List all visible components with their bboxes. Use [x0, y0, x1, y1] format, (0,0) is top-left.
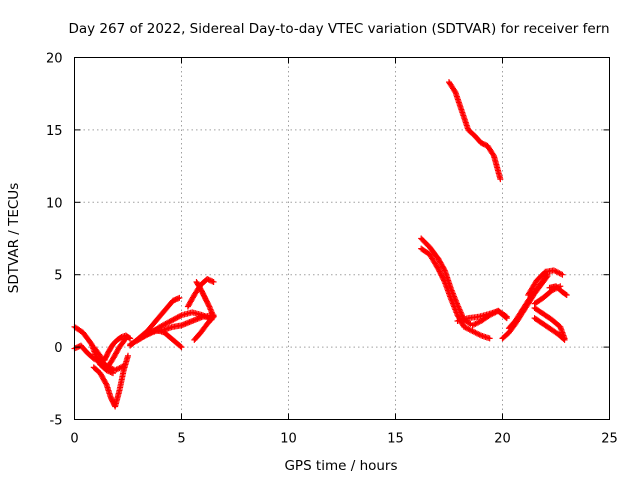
data-point	[490, 151, 497, 158]
data-point	[441, 277, 448, 284]
data-point	[440, 276, 447, 283]
y-axis-label: SDTVAR / TECUs	[6, 183, 22, 293]
data-point	[561, 336, 568, 343]
data-point	[127, 335, 134, 342]
data-point	[210, 278, 217, 285]
data-point	[87, 340, 94, 347]
data-point	[436, 268, 443, 275]
data-point	[502, 314, 509, 321]
series-arc-4	[90, 335, 129, 372]
series-arc-12	[191, 313, 217, 343]
data-point	[205, 302, 212, 309]
y-tick-label: 0	[54, 341, 62, 356]
axis-ticks	[74, 57, 610, 420]
series-arc-11	[193, 278, 217, 320]
data-point	[178, 344, 185, 351]
data-point	[125, 352, 131, 359]
data-point	[466, 320, 473, 327]
data-point	[562, 291, 569, 298]
data-point	[209, 314, 216, 321]
y-tick-label: -5	[50, 414, 63, 429]
series-arc-24	[546, 283, 570, 298]
data-point	[451, 87, 458, 94]
series-arc-23	[531, 315, 568, 343]
series-arc-21	[531, 283, 564, 307]
series-arc-7	[127, 294, 183, 349]
data-point	[176, 294, 183, 301]
data-point	[210, 313, 217, 320]
data-point	[102, 380, 109, 387]
series-arc-3	[90, 352, 131, 410]
data-point	[437, 271, 444, 278]
data-point	[560, 335, 567, 342]
data-point	[177, 312, 184, 319]
data-point	[439, 275, 446, 282]
data-point	[486, 335, 493, 342]
series-arc-20	[525, 267, 566, 298]
x-tick-label: 20	[494, 432, 511, 447]
x-tick-label: 0	[70, 432, 78, 447]
data-point	[563, 291, 570, 298]
x-tick-label: 10	[280, 432, 297, 447]
series-arc-13	[446, 79, 504, 183]
x-tick-label: 25	[601, 432, 618, 447]
data-point	[441, 266, 448, 273]
data-points	[71, 79, 570, 410]
y-tick-label: 15	[46, 124, 63, 139]
data-point	[497, 176, 504, 183]
data-point	[503, 315, 510, 322]
chart-title: Day 267 of 2022, Sidereal Day-to-day VTE…	[68, 21, 609, 37]
y-tick-label: 10	[46, 196, 63, 211]
y-tick-label: 5	[54, 269, 62, 284]
data-point	[435, 265, 442, 272]
x-tick-label: 15	[387, 432, 404, 447]
data-point	[439, 273, 446, 280]
series-arc-19	[505, 271, 551, 332]
series-arc-17	[469, 307, 510, 329]
data-point	[437, 269, 444, 276]
series-arc-5	[101, 332, 134, 364]
data-point	[435, 267, 442, 274]
tick-labels: 0 5 10 15 20 25 -5 0 5 10 15 20	[46, 52, 618, 447]
data-point	[177, 343, 184, 350]
grid	[74, 57, 610, 420]
x-axis-label: GPS time / hours	[284, 458, 397, 474]
x-tick-label: 5	[177, 432, 185, 447]
y-tick-label: 20	[46, 52, 63, 67]
data-point	[559, 271, 566, 278]
plot-frame	[74, 57, 610, 420]
data-point	[97, 352, 104, 359]
data-point	[438, 272, 445, 279]
data-point	[126, 334, 133, 341]
